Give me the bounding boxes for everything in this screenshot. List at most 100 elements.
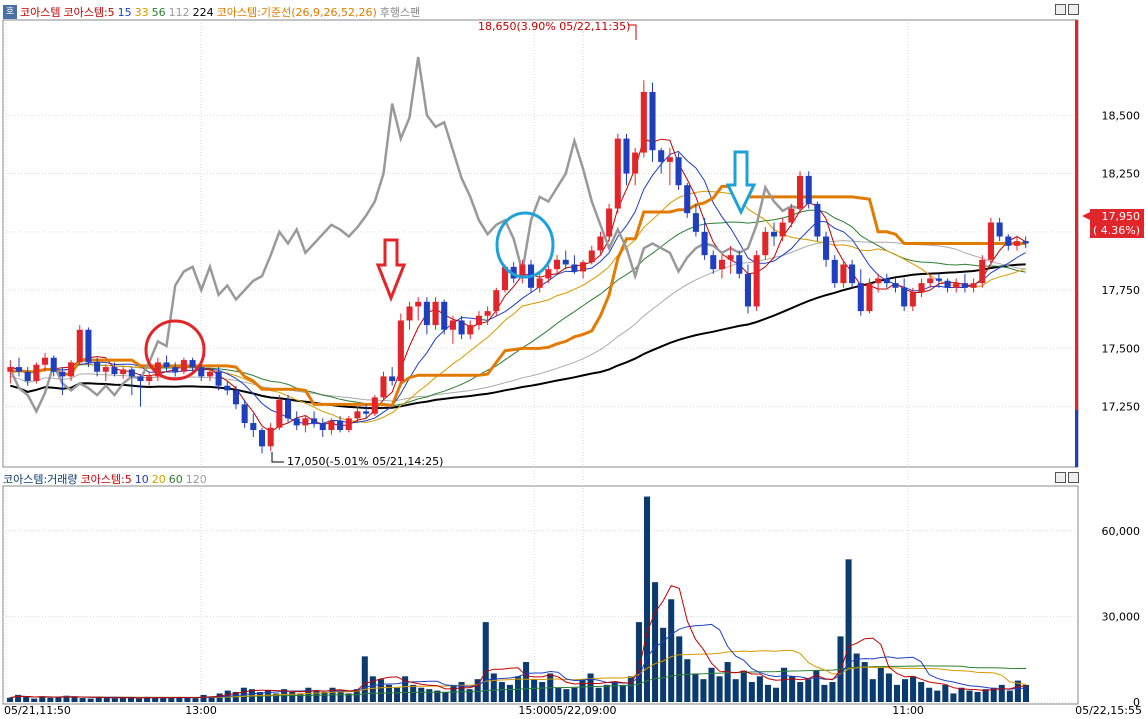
maximize-pane-button[interactable] [1068, 4, 1079, 15]
candle-body [120, 369, 127, 375]
candle-body [163, 362, 170, 368]
maximize-pane-button[interactable] [1068, 472, 1079, 483]
legend-item[interactable]: 56 [151, 5, 166, 19]
volume-bar [958, 687, 965, 702]
legend-item[interactable]: 코아스템:거래량 [3, 473, 78, 486]
volume-bar [595, 687, 602, 702]
legend-item[interactable]: 후행스팬 [379, 6, 421, 19]
legend-item[interactable]: 코아스템 [20, 6, 61, 19]
candle-body [467, 325, 474, 335]
volume-bar [490, 673, 497, 702]
candle-body [606, 208, 613, 237]
volume-bar [498, 682, 505, 702]
arrow-down-red-icon[interactable] [375, 238, 407, 303]
volume-bar [1014, 680, 1021, 702]
annotation-circle-red[interactable] [144, 319, 206, 381]
volume-bar [55, 696, 62, 702]
range-bar-red [1075, 20, 1078, 410]
candle-body [189, 360, 196, 368]
candle-body [137, 376, 144, 382]
user-drawings[interactable] [144, 150, 757, 381]
candle-body [970, 283, 977, 288]
volume-bar [87, 698, 94, 702]
volume-bar [732, 679, 739, 702]
minimize-pane-button[interactable] [1055, 472, 1066, 483]
annotation-circle-blue[interactable] [495, 211, 555, 279]
candle-body [849, 264, 856, 284]
volume-bar [635, 622, 642, 702]
candle-body [24, 371, 31, 382]
minimize-pane-button[interactable] [1055, 4, 1066, 15]
legend-item[interactable]: 112 [168, 5, 190, 19]
candle-body [510, 266, 517, 279]
candle-body [753, 255, 760, 307]
x-tick-label: 15:00 [518, 704, 550, 717]
candle-body [1013, 241, 1021, 246]
legend-item[interactable]: 20 [151, 472, 166, 486]
legend-item[interactable]: 15 [117, 5, 132, 19]
candle-body [380, 376, 387, 398]
volume-bar [587, 673, 594, 702]
legend-item[interactable]: 10 [134, 472, 149, 486]
volume-bar [418, 687, 425, 702]
candle-body [15, 367, 23, 372]
volume-bar [869, 679, 876, 702]
candle-body [953, 283, 960, 288]
x-tick-label: 05/21,11:50 [4, 704, 71, 717]
candle-body [59, 371, 66, 377]
volume-bar [950, 693, 957, 702]
candle-body [493, 290, 500, 312]
candle-body [441, 301, 448, 330]
volume-bar [853, 653, 860, 702]
volume-bar [861, 662, 868, 702]
candle-body [632, 152, 639, 174]
current-change: ( 4.36%) [1093, 224, 1140, 237]
volume-bar [708, 667, 715, 702]
candle-body [614, 138, 621, 209]
volume-bars [7, 496, 1029, 702]
candle-body [684, 185, 691, 214]
volume-bar [998, 684, 1005, 702]
candle-body [363, 411, 370, 414]
volume-bar [345, 693, 352, 702]
volume-bar [23, 696, 30, 702]
legend-item[interactable]: 코아스템:5 [80, 473, 132, 486]
volume-bar [692, 673, 699, 702]
volume-bar [531, 679, 538, 702]
volume-bar [176, 697, 183, 702]
volume-bar [716, 676, 723, 702]
volume-bar [297, 693, 304, 702]
candle-body [415, 301, 422, 307]
candle-body [545, 269, 552, 279]
x-tick-label: 13:00 [185, 704, 217, 717]
candle-body [258, 430, 266, 447]
candle-body [736, 255, 743, 274]
volume-bar [442, 692, 449, 702]
candle-body [319, 423, 326, 431]
volume-bar [643, 496, 651, 702]
candle-body [85, 329, 92, 363]
legend-item[interactable]: 60 [168, 472, 183, 486]
legend-item[interactable]: 코아스템:5 [63, 6, 115, 19]
chart-tag[interactable]: 호 [3, 5, 17, 19]
candle-body [94, 362, 101, 372]
volume-bar [579, 679, 586, 702]
candle-body [501, 266, 509, 291]
candle-body [397, 320, 404, 382]
volume-bar [893, 684, 900, 702]
volume-bar [160, 698, 167, 702]
candle-body [146, 376, 153, 382]
arrow-down-blue-icon[interactable] [725, 150, 757, 216]
volume-bar [660, 627, 667, 702]
candle-body [1022, 241, 1029, 244]
legend-item[interactable]: 224 [192, 5, 214, 19]
volume-bar [450, 684, 457, 702]
candle-body [198, 367, 205, 377]
volume-bar [563, 689, 570, 702]
legend-item[interactable]: 코아스템:기준선(26,9,26,52,26) [216, 6, 377, 19]
volume-bar [402, 676, 409, 702]
price-y-tick-label: 18,500 [1102, 109, 1141, 122]
legend-item[interactable]: 33 [134, 5, 149, 19]
